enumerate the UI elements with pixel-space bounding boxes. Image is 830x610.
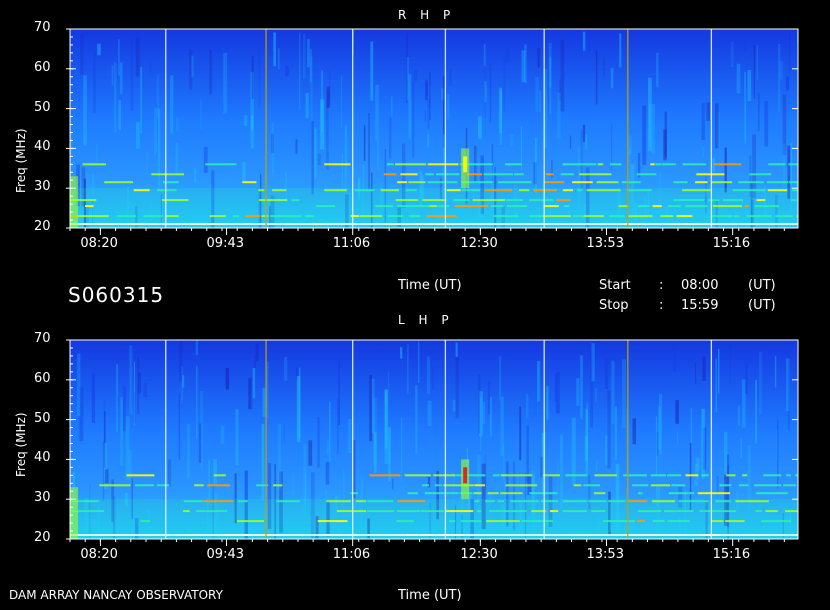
emission-band bbox=[70, 500, 769, 503]
x-tick-label: 08:20 bbox=[80, 236, 118, 251]
x-tick-label: 12:30 bbox=[460, 547, 498, 562]
y-tick-label: 50 bbox=[34, 99, 51, 115]
edge-noise bbox=[70, 487, 78, 539]
start-label: Start bbox=[599, 278, 631, 293]
rhp-x-axis-label: Time (UT) bbox=[398, 278, 462, 293]
spectrogram-background bbox=[70, 29, 798, 228]
x-tick-label: 13:53 bbox=[586, 236, 624, 251]
spectrogram-background bbox=[70, 340, 798, 539]
emission-band bbox=[82, 163, 798, 166]
y-tick-label: 20 bbox=[34, 530, 51, 545]
emission-band bbox=[85, 205, 780, 208]
base-line bbox=[70, 223, 798, 226]
emission-band bbox=[126, 474, 798, 477]
y-tick-label: 70 bbox=[34, 331, 51, 346]
y-tick-label: 30 bbox=[34, 179, 51, 195]
spectrogram-panel-lhp bbox=[66, 339, 799, 546]
stop-time: 15:59 bbox=[681, 298, 719, 313]
burst-core bbox=[463, 156, 468, 173]
emission-band bbox=[99, 484, 797, 487]
plot-frame bbox=[69, 339, 799, 540]
emission-band bbox=[133, 189, 798, 192]
y-tick-label: 60 bbox=[34, 370, 51, 386]
emission-band bbox=[70, 199, 797, 202]
x-tick-label: 11:06 bbox=[332, 547, 371, 562]
observation-id: S060315 bbox=[68, 283, 165, 307]
stop-unit: (UT) bbox=[748, 298, 776, 313]
x-tick-label: 15:16 bbox=[712, 236, 751, 251]
lhp-title: L H P bbox=[398, 313, 454, 327]
emission-band bbox=[70, 510, 798, 513]
y-tick-label: 40 bbox=[34, 139, 51, 155]
burst-core bbox=[463, 467, 468, 484]
y-tick-label: 50 bbox=[34, 410, 51, 426]
start-sep: : bbox=[659, 278, 664, 293]
y-tick-label: 40 bbox=[34, 450, 51, 466]
x-tick-label: 09:43 bbox=[206, 547, 244, 562]
observatory-label: DAM ARRAY NANCAY OBSERVATORY bbox=[9, 588, 223, 602]
plot-frame bbox=[69, 28, 799, 229]
edge-noise bbox=[70, 176, 78, 228]
x-tick-label: 15:16 bbox=[712, 547, 751, 562]
rhp-y-axis-label: Freq (MHz) bbox=[14, 128, 28, 193]
start-time: 08:00 bbox=[681, 278, 719, 293]
x-tick-label: 13:53 bbox=[586, 547, 624, 562]
emission-band bbox=[70, 215, 798, 218]
x-tick-label: 12:30 bbox=[460, 236, 498, 251]
emission-band bbox=[104, 181, 798, 184]
lhp-x-axis-label: Time (UT) bbox=[398, 588, 462, 603]
start-unit: (UT) bbox=[748, 278, 776, 293]
y-tick-label: 20 bbox=[34, 219, 51, 234]
emission-band bbox=[151, 173, 772, 176]
x-tick-label: 11:06 bbox=[332, 236, 371, 251]
base-line bbox=[70, 534, 798, 537]
rhp-title: R H P bbox=[398, 8, 456, 22]
x-tick-label: 08:20 bbox=[80, 547, 118, 562]
y-tick-label: 30 bbox=[34, 490, 51, 506]
stop-sep: : bbox=[659, 298, 664, 313]
lhp-y-axis-label: Freq (MHz) bbox=[14, 412, 28, 477]
emission-band bbox=[140, 520, 798, 523]
y-tick-label: 70 bbox=[34, 20, 51, 35]
y-tick-label: 60 bbox=[34, 59, 51, 75]
spectrogram-panel-rhp bbox=[66, 28, 799, 235]
stop-label: Stop bbox=[599, 298, 629, 313]
x-tick-label: 09:43 bbox=[206, 236, 244, 251]
